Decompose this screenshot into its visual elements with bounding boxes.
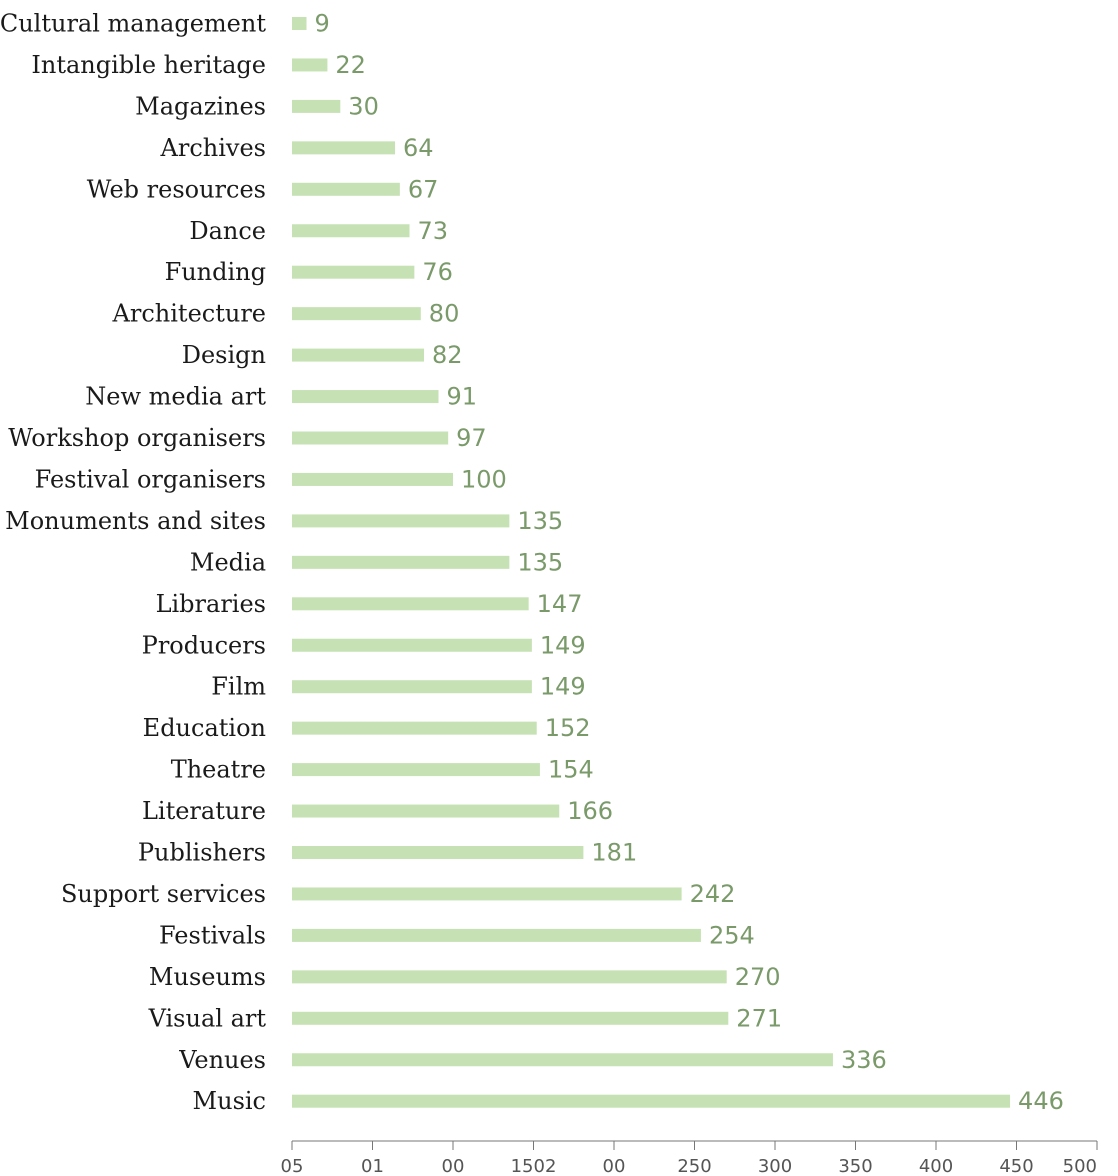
value-label: 82 [432,341,463,369]
x-tick-label: 1502 [511,1156,557,1176]
category-label: Education [143,714,266,742]
bar [292,597,529,611]
bar [292,348,425,362]
bar [292,928,701,942]
value-label: 30 [348,92,379,120]
category-label: Cultural management [0,10,266,38]
category-label: Web resources [87,175,266,203]
category-label: Publishers [138,839,266,867]
bar [292,99,341,113]
category-label: Festivals [159,921,266,949]
bar [292,58,328,72]
x-tick-label: 350 [838,1156,872,1176]
value-label: 67 [408,175,439,203]
value-label: 100 [461,465,507,493]
category-label: Venues [178,1046,266,1074]
value-label: 254 [709,921,755,949]
x-tick-label: 250 [677,1156,711,1176]
x-tick-label: 400 [919,1156,953,1176]
bar [292,265,415,279]
x-tick-label: 00 [442,1156,465,1176]
category-label: Music [193,1087,266,1115]
category-label: Media [190,548,266,576]
category-label: Monuments and sites [5,507,266,535]
category-label: Literature [142,797,266,825]
bar [292,514,510,528]
value-label: 22 [335,51,366,79]
category-label: Film [211,673,266,701]
category-label: Dance [189,217,266,245]
value-label: 91 [447,383,478,411]
bar [292,638,532,652]
bar [292,431,449,445]
value-label: 97 [456,424,487,452]
value-label: 181 [591,839,637,867]
category-label: Intangible heritage [31,51,266,79]
value-label: 135 [517,548,563,576]
category-label: Support services [61,880,266,908]
value-label: 166 [567,797,613,825]
x-tick-label: 450 [999,1156,1033,1176]
value-label: 154 [548,756,594,784]
category-label: Visual art [148,1004,267,1032]
value-label: 135 [517,507,563,535]
bar [292,472,453,486]
value-label: 149 [540,673,586,701]
value-label: 76 [422,258,453,286]
category-label: Design [182,341,266,369]
category-label: New media art [85,383,266,411]
category-label: Workshop organisers [8,424,266,452]
bar [292,17,307,30]
x-tick-label: 00 [603,1156,626,1176]
x-tick-label: 01 [361,1156,384,1176]
bar [292,846,584,859]
bar [292,804,560,818]
bar [292,390,439,404]
category-label: Libraries [156,590,266,618]
bars-group: Cultural management 9 Intangible heritage 2… [0,10,1064,1116]
value-label: 64 [403,134,434,162]
value-label: 242 [690,880,736,908]
category-label: Architecture [112,300,266,328]
bar [292,224,410,238]
value-label: 152 [545,714,591,742]
value-label: 149 [540,631,586,659]
bar [292,1094,1011,1108]
bar [292,721,537,735]
value-label: 271 [736,1004,782,1032]
x-tick-label: 500 [1063,1156,1097,1176]
category-label: Magazines [135,92,266,120]
bar [292,887,682,901]
category-label: Theatre [171,756,266,784]
value-label: 73 [418,217,449,245]
bar [292,970,727,984]
x-axis: 05 01 00 1502 00 250 300 350 400 450 500 [281,1140,1098,1176]
bar [292,1011,729,1025]
bar [292,307,421,321]
category-label: Festival organisers [35,465,266,493]
bar [292,555,510,569]
category-label: Archives [160,134,266,162]
bar [292,182,400,196]
x-tick-label: 300 [758,1156,792,1176]
value-label: 446 [1018,1087,1064,1115]
category-label: Funding [165,258,266,286]
value-label: 270 [735,963,781,991]
category-label: Museums [149,963,266,991]
bar [292,763,540,777]
value-label: 147 [537,590,583,618]
bar [292,1053,833,1067]
value-label: 336 [841,1046,887,1074]
bar [292,141,396,155]
category-label: Producers [142,631,266,659]
value-label: 80 [429,300,460,328]
value-label: 9 [314,10,329,38]
x-tick-label: 05 [281,1156,304,1176]
bar [292,680,532,694]
